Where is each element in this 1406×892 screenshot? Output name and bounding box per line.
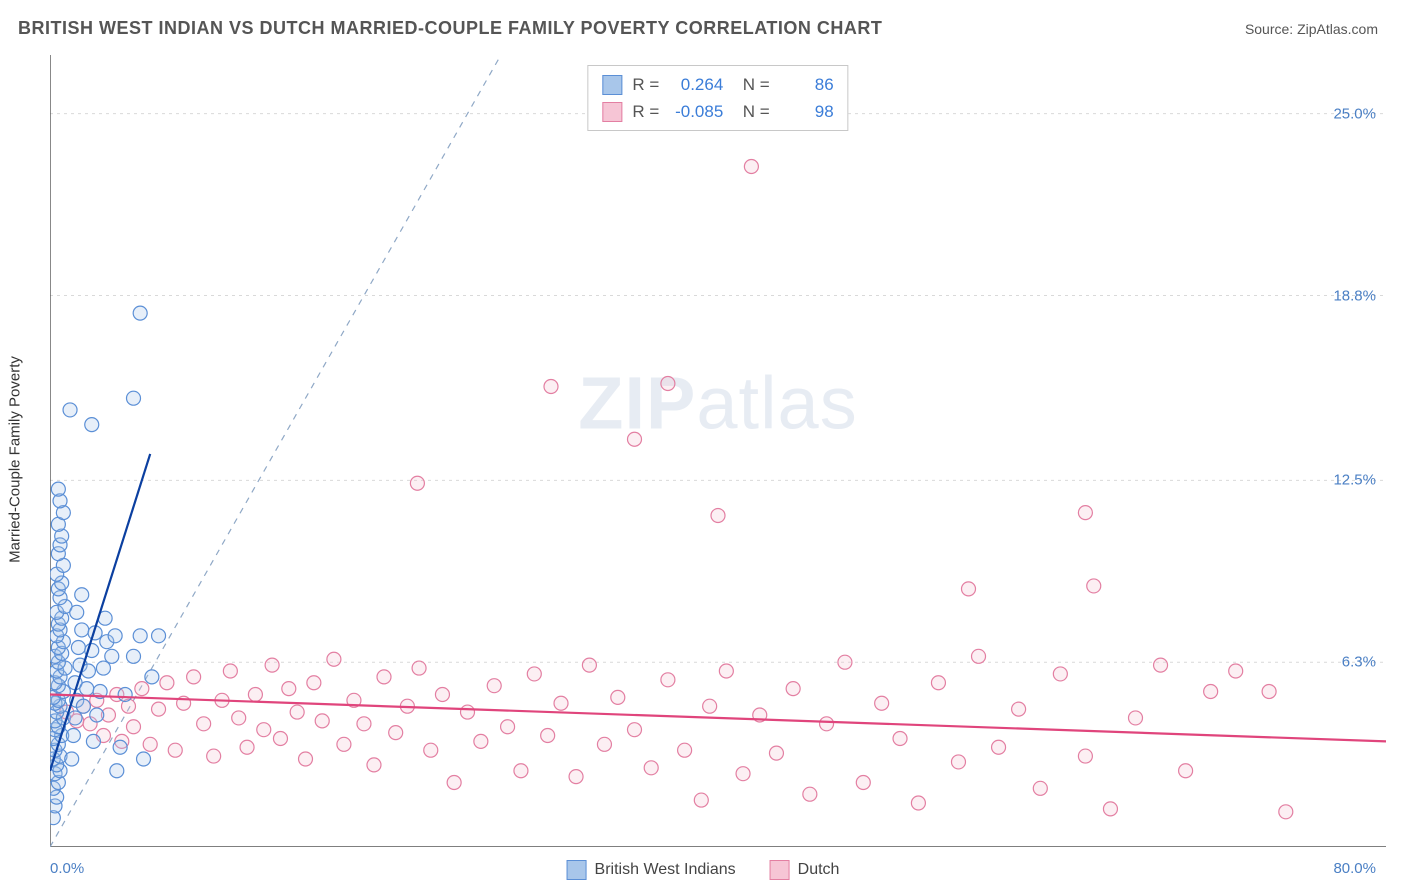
swatch-bwi [602,75,622,95]
swatch-bwi-icon [567,860,587,880]
swatch-dutch [602,102,622,122]
source-link[interactable]: ZipAtlas.com [1297,21,1378,37]
y-axis-label: Married-Couple Family Poverty [7,356,24,563]
legend-row-bwi: R = 0.264 N = 86 [602,71,833,98]
chart-area: Married-Couple Family Poverty ZIPatlas R… [50,55,1386,847]
scatter-plot [50,55,1386,847]
x-axis-max-label: 80.0% [1333,860,1376,877]
legend-row-dutch: R = -0.085 N = 98 [602,98,833,125]
y-tick-label: 12.5% [1333,472,1376,489]
legend-item-dutch: Dutch [770,860,840,880]
y-tick-label: 6.3% [1342,654,1376,671]
correlation-legend: R = 0.264 N = 86 R = -0.085 N = 98 [587,65,848,131]
y-tick-label: 25.0% [1333,105,1376,122]
legend-item-bwi: British West Indians [567,860,736,880]
y-tick-label: 18.8% [1333,287,1376,304]
series-legend: British West Indians Dutch [567,860,840,880]
chart-title: BRITISH WEST INDIAN VS DUTCH MARRIED-COU… [18,18,882,39]
source-label: Source: ZipAtlas.com [1245,21,1378,37]
x-axis-min-label: 0.0% [50,860,84,877]
swatch-dutch-icon [770,860,790,880]
